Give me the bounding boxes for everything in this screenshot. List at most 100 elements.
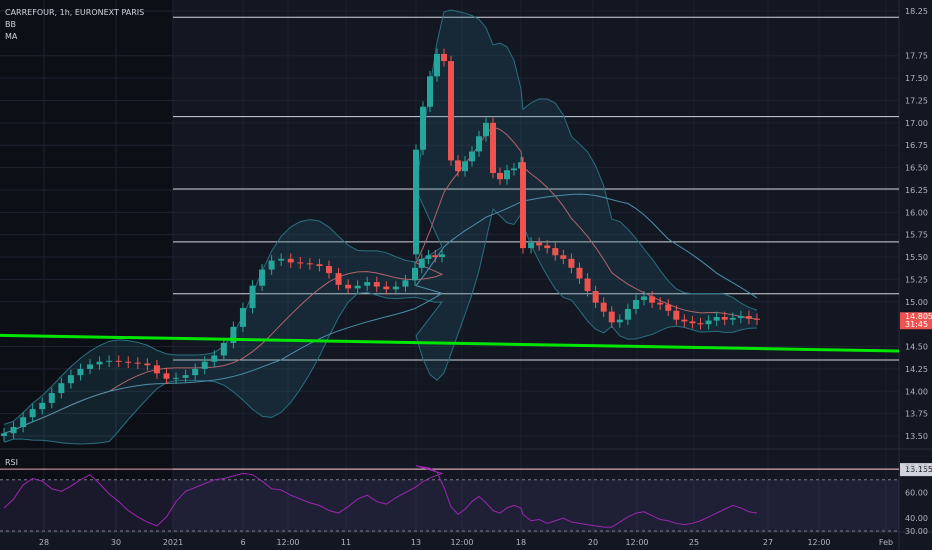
candle-up: [434, 53, 440, 77]
indicator-ma-label[interactable]: MA: [5, 32, 18, 41]
time-tick-label: 12:00: [450, 538, 473, 547]
green-trendline[interactable]: [0, 333, 900, 353]
candle-up: [182, 375, 189, 378]
candle-down: [520, 162, 526, 249]
price-tick-label: 17.25: [905, 96, 928, 105]
candle-up: [425, 255, 432, 259]
candle-down: [383, 286, 390, 290]
candle-down: [665, 304, 672, 311]
candle-up: [483, 122, 489, 137]
shaded-session-region: [0, 0, 173, 532]
candle-down: [125, 361, 132, 363]
candle-down: [560, 255, 567, 259]
price-tick-label: 16.75: [905, 141, 928, 150]
candle-up: [420, 106, 426, 150]
rsi-line: [3, 465, 758, 528]
candle-up: [418, 258, 425, 268]
candle-down: [584, 278, 591, 292]
bollinger-lower: [3, 208, 758, 445]
rsi-title: RSI: [5, 458, 18, 467]
candle-down: [144, 363, 151, 366]
candle-up: [268, 260, 275, 270]
candle-up: [713, 317, 720, 321]
candle-down: [163, 373, 170, 379]
bollinger-upper: [3, 9, 758, 425]
candle-down: [681, 319, 688, 322]
candle-down: [297, 262, 304, 264]
candle-up: [641, 296, 648, 300]
moving-average: [3, 193, 758, 434]
candle-up: [67, 375, 74, 384]
candle-up: [402, 280, 409, 287]
candle-up: [192, 368, 199, 376]
candle-up: [1, 433, 7, 436]
candle-up: [469, 151, 475, 162]
price-tick-label: 13.75: [905, 410, 928, 419]
price-tick-label: 15.25: [905, 275, 928, 284]
candle-down: [600, 302, 607, 312]
candle-down: [345, 284, 352, 289]
time-tick-label: 12:00: [625, 538, 648, 547]
rsi-tick-label: 80.00: [905, 463, 928, 472]
price-tick-label: 14.50: [905, 343, 928, 352]
time-tick-label: 20: [588, 538, 598, 547]
bollinger-fill: [4, 10, 757, 444]
candle-up: [413, 149, 419, 255]
candle-down: [649, 296, 656, 303]
candle-up: [354, 285, 361, 289]
bollinger-bands: [3, 9, 758, 445]
candles: [1, 48, 760, 442]
candle-down: [134, 362, 141, 364]
price-tick-label: 15.00: [905, 298, 928, 307]
current-price-label: 14.805: [905, 312, 932, 321]
candle-up: [476, 136, 482, 152]
candle-up: [624, 308, 631, 320]
time-tick-label: 11: [341, 538, 351, 547]
price-tick-label: 14.25: [905, 365, 928, 374]
price-axis[interactable]: 18.25 17.75 17.50 17.25 17.00 16.75 16.50 16.25…: [900, 7, 932, 536]
candle-up: [504, 170, 510, 180]
time-tick-label: 2021: [163, 538, 183, 547]
candle-up: [96, 361, 103, 365]
candle-up: [392, 286, 399, 290]
candle-up: [239, 308, 246, 327]
candle-down: [497, 172, 503, 180]
candle-down: [673, 310, 680, 320]
candle-up: [737, 316, 744, 318]
price-tick-label: 16.50: [905, 164, 928, 173]
candle-up: [511, 168, 517, 171]
candle-up: [220, 342, 227, 356]
candle-down: [441, 53, 447, 62]
candle-up: [48, 393, 55, 403]
candle-down: [325, 266, 332, 274]
candle-up: [729, 317, 736, 320]
candle-up: [439, 254, 445, 258]
level-price-badge: [900, 463, 932, 477]
price-tick-label: 16.00: [905, 208, 928, 217]
candle-down: [721, 317, 728, 320]
candle-down: [448, 61, 454, 161]
candle-down: [153, 365, 160, 374]
candle-down: [754, 318, 760, 320]
rsi-tick-label: 60.00: [905, 489, 928, 498]
time-axis[interactable]: 28 30 2021 6 12:00 11 13 12:00 18 20 12:00 25 27 12:0…: [39, 538, 893, 547]
candle-up: [705, 320, 712, 325]
candle-up: [278, 258, 285, 261]
rsi-tick-label: 40.00: [905, 514, 928, 523]
candle-up: [29, 409, 36, 418]
candle-down: [689, 321, 696, 324]
candle-up: [259, 269, 266, 286]
current-price-badge: [900, 312, 932, 330]
time-tick-label: 30: [111, 538, 121, 547]
indicator-bb-label[interactable]: BB: [5, 20, 16, 29]
trendline[interactable]: [0, 333, 900, 353]
time-tick-label: 18: [516, 538, 526, 547]
candle-up: [173, 377, 180, 379]
candle-up: [77, 368, 84, 376]
candle-up: [106, 360, 113, 362]
rsi-pane: [0, 465, 899, 532]
candle-down: [316, 264, 323, 266]
candle-up: [39, 402, 46, 410]
current-price-countdown: 31:45: [905, 320, 928, 329]
